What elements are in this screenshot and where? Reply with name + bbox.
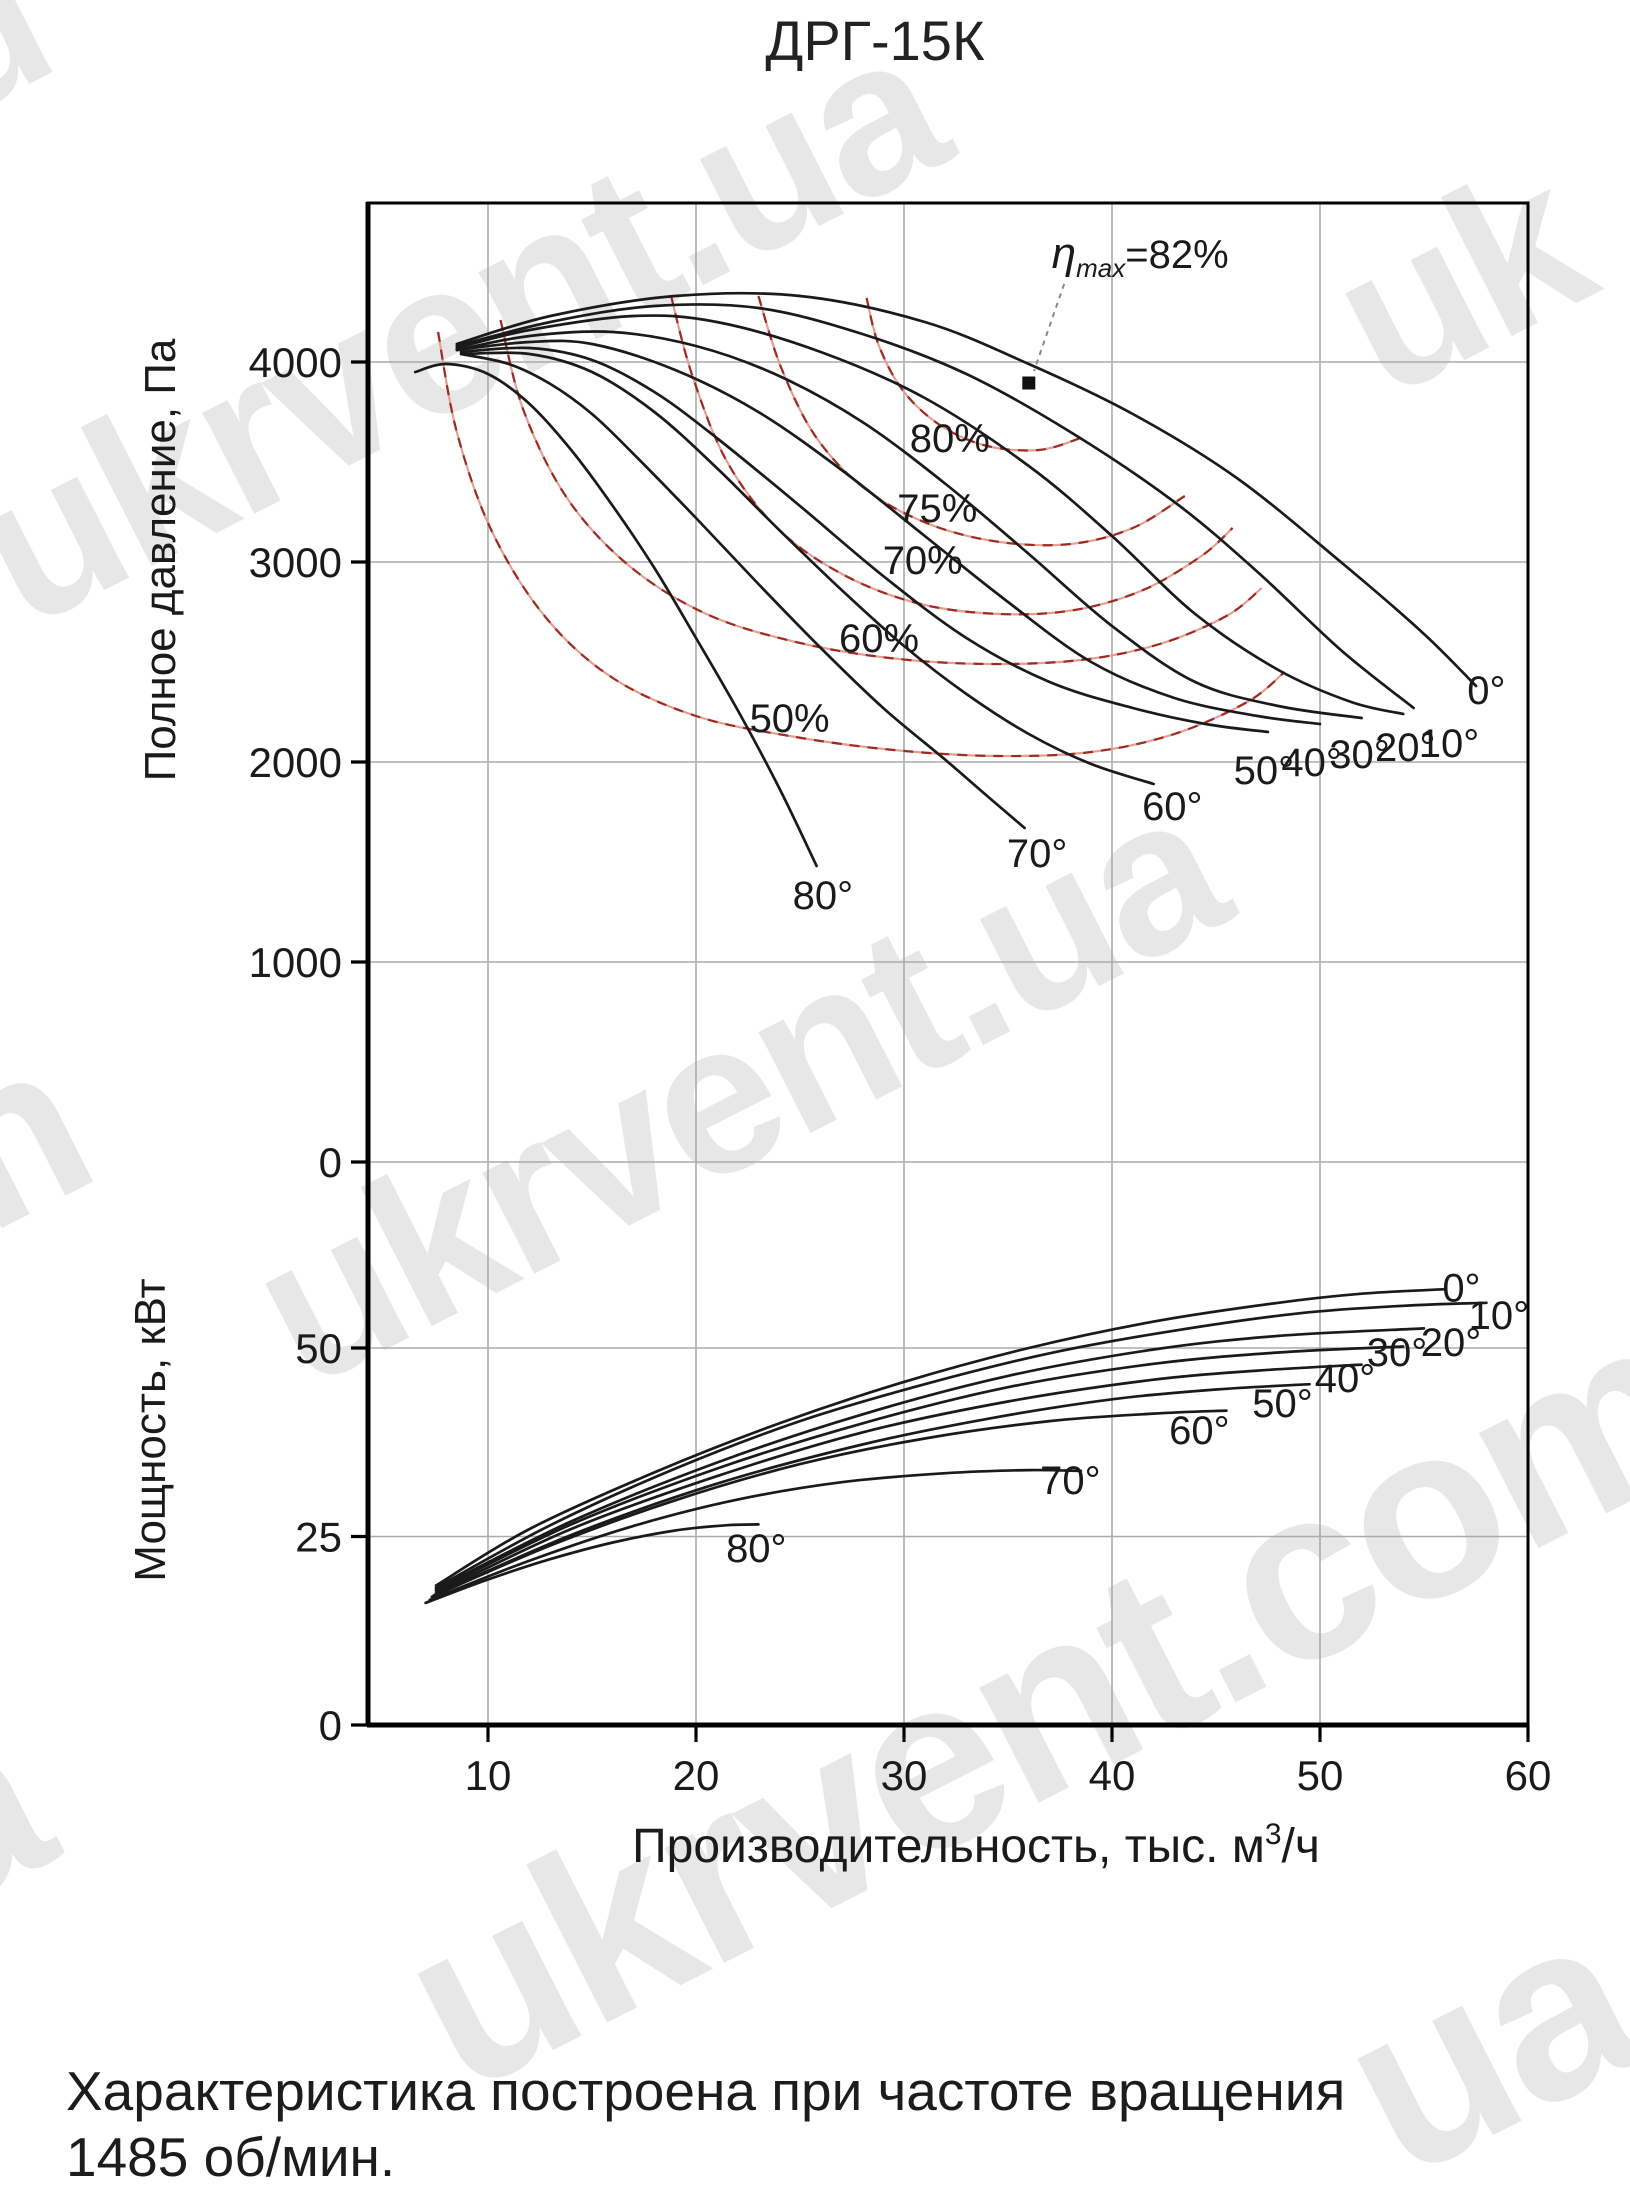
pressure-angle-label-60°: 60° (1142, 785, 1203, 829)
power-angle-label-0°: 0° (1442, 1267, 1480, 1311)
power-curve-70° (428, 1468, 1083, 1602)
tick-label-x-50: 50 (1297, 1752, 1344, 1799)
tick-label-pa-4000: 4000 (249, 339, 342, 386)
pressure-angle-label-70°: 70° (1007, 832, 1068, 876)
pressure-curve-20° (455, 314, 1405, 716)
power-curve-80° (424, 1523, 760, 1605)
efficiency-contour-80% (865, 297, 1082, 452)
efficiency-contour-50% (436, 331, 1286, 758)
footer-line1: Характеристика построена при частоте вра… (66, 2060, 1346, 2122)
page-title: ДРГ-15К (765, 9, 985, 72)
tick-label-pa-0: 0 (319, 1139, 342, 1186)
power-curve-0° (434, 1287, 1447, 1587)
power-angle-label-10°: 10° (1469, 1294, 1530, 1338)
pressure-angle-label-50°: 50° (1234, 749, 1295, 793)
efficiency-label-70%: 70% (883, 539, 963, 583)
power-angle-label-50°: 50° (1252, 1382, 1313, 1426)
tick-label-x-40: 40 (1089, 1752, 1136, 1799)
efficiency-label-75%: 75% (897, 487, 977, 531)
eta-max-marker (1022, 376, 1036, 390)
pressure-angle-label-10°: 10° (1419, 722, 1480, 766)
tick-label-kw-0: 0 (319, 1702, 342, 1749)
pressure-curve-70° (459, 352, 1026, 830)
efficiency-contour-75% (757, 295, 1186, 547)
footer-line2: 1485 об/мин. (66, 2126, 396, 2185)
power-curve-10° (434, 1301, 1488, 1590)
pressure-angle-label-0°: 0° (1467, 669, 1505, 713)
tick-label-pa-1000: 1000 (249, 939, 342, 986)
pressure-angle-label-20°: 20° (1375, 726, 1436, 770)
power-curve-30° (434, 1345, 1405, 1593)
power-axis-title: Мощность, кВт (126, 1278, 175, 1581)
eta-max-leader-line (1033, 283, 1066, 372)
pressure-curve-80° (413, 362, 818, 868)
power-curve-40° (434, 1363, 1363, 1595)
efficiency-contour-60% (499, 319, 1263, 666)
pressure-angle-label-40°: 40° (1281, 741, 1342, 785)
power-angle-label-40°: 40° (1315, 1357, 1376, 1401)
footer-note: Характеристика построена при частоте вра… (66, 2058, 1345, 2185)
eta-max-label: ηmax=82% (1052, 229, 1229, 283)
tick-label-pa-3000: 3000 (249, 539, 342, 586)
efficiency-label-60%: 60% (839, 617, 919, 661)
tick-label-x-30: 30 (881, 1752, 928, 1799)
tick-label-x-20: 20 (673, 1752, 720, 1799)
pressure-curve-30° (455, 330, 1363, 720)
tick-label-x-10: 10 (465, 1752, 512, 1799)
x-axis-title: Производительность, тыс. м3/ч (632, 1818, 1320, 1873)
tick-label-kw-50: 50 (295, 1325, 342, 1372)
power-curve-20° (434, 1327, 1426, 1591)
efficiency-label-50%: 50% (750, 697, 830, 741)
power-curve-60° (430, 1409, 1228, 1599)
efficiency-contour-60%-base (499, 319, 1263, 666)
tick-label-x-60: 60 (1505, 1752, 1552, 1799)
pressure-angle-label-80°: 80° (793, 874, 854, 918)
power-angle-label-80°: 80° (726, 1527, 787, 1571)
power-angle-label-60°: 60° (1169, 1409, 1230, 1453)
power-angle-label-30°: 30° (1367, 1331, 1428, 1375)
pressure-curve-10° (455, 302, 1415, 710)
pressure-curve-0° (455, 291, 1478, 688)
pressure-axis-title: Полное давление, Па (136, 338, 185, 781)
tick-label-pa-2000: 2000 (249, 739, 342, 786)
efficiency-label-80%: 80% (910, 417, 990, 461)
pressure-curve-50° (459, 346, 1270, 734)
pressure-curve-40° (455, 339, 1322, 726)
tick-label-kw-25: 25 (295, 1514, 342, 1561)
power-angle-label-20°: 20° (1421, 1321, 1482, 1365)
pressure-curve-60° (461, 351, 1155, 786)
efficiency-contour-70% (669, 295, 1234, 616)
pressure-angle-label-30°: 30° (1329, 733, 1390, 777)
power-curve-50° (432, 1382, 1311, 1597)
power-angle-label-70°: 70° (1040, 1459, 1101, 1503)
